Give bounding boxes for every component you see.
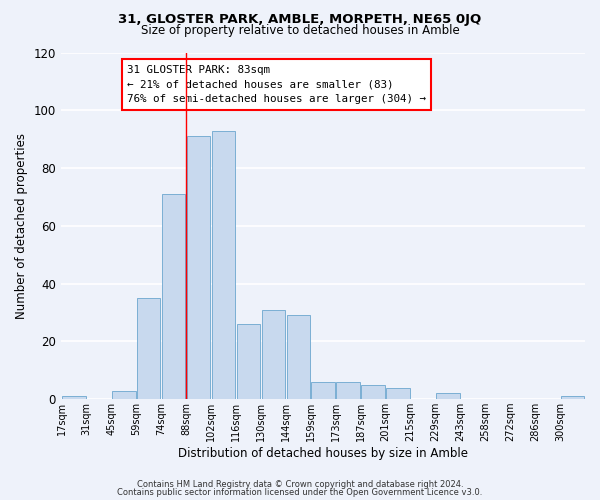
Bar xyxy=(187,136,211,399)
Text: Contains public sector information licensed under the Open Government Licence v3: Contains public sector information licen… xyxy=(118,488,482,497)
X-axis label: Distribution of detached houses by size in Amble: Distribution of detached houses by size … xyxy=(178,447,468,460)
Text: Size of property relative to detached houses in Amble: Size of property relative to detached ho… xyxy=(140,24,460,37)
Text: 31 GLOSTER PARK: 83sqm
← 21% of detached houses are smaller (83)
76% of semi-det: 31 GLOSTER PARK: 83sqm ← 21% of detached… xyxy=(127,64,426,104)
Bar xyxy=(112,390,136,399)
Bar xyxy=(561,396,584,399)
Bar xyxy=(287,316,310,399)
Bar xyxy=(386,388,410,399)
Y-axis label: Number of detached properties: Number of detached properties xyxy=(15,133,28,319)
Text: Contains HM Land Registry data © Crown copyright and database right 2024.: Contains HM Land Registry data © Crown c… xyxy=(137,480,463,489)
Bar xyxy=(311,382,335,399)
Bar xyxy=(162,194,185,399)
Bar xyxy=(62,396,86,399)
Bar xyxy=(262,310,285,399)
Text: 31, GLOSTER PARK, AMBLE, MORPETH, NE65 0JQ: 31, GLOSTER PARK, AMBLE, MORPETH, NE65 0… xyxy=(118,12,482,26)
Bar xyxy=(137,298,160,399)
Bar xyxy=(361,384,385,399)
Bar xyxy=(237,324,260,399)
Bar xyxy=(337,382,360,399)
Bar xyxy=(436,394,460,399)
Bar xyxy=(212,130,235,399)
